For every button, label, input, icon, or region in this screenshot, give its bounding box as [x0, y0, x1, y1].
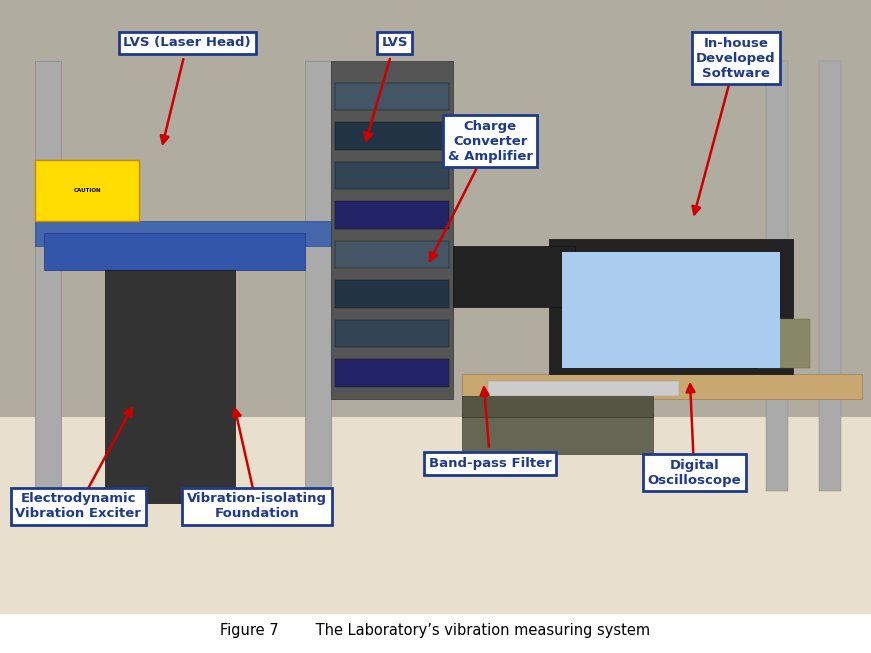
Bar — [0, 0, 871, 417]
Bar — [758, 319, 810, 368]
Text: LVS (Laser Head): LVS (Laser Head) — [124, 37, 251, 50]
Bar — [335, 162, 449, 189]
Bar — [766, 61, 788, 491]
Text: LVS: LVS — [381, 37, 408, 50]
Bar — [35, 61, 61, 503]
Bar — [462, 396, 653, 417]
Bar — [335, 319, 449, 347]
Text: Digital
Oscilloscope: Digital Oscilloscope — [647, 458, 741, 486]
Bar — [105, 270, 235, 503]
Bar — [488, 381, 679, 396]
Bar — [335, 280, 449, 308]
Bar — [453, 246, 575, 307]
Bar — [331, 61, 453, 399]
Text: CAUTION: CAUTION — [73, 188, 101, 193]
Text: Charge
Converter
& Amplifier: Charge Converter & Amplifier — [448, 119, 533, 163]
Bar — [335, 241, 449, 268]
Bar — [562, 251, 780, 368]
Bar — [335, 201, 449, 229]
Text: Figure 7        The Laboratory’s vibration measuring system: Figure 7 The Laboratory’s vibration meas… — [220, 623, 651, 637]
Bar — [462, 414, 653, 454]
Text: In-house
Developed
Software: In-house Developed Software — [696, 37, 776, 80]
Bar — [819, 61, 841, 491]
Bar — [335, 359, 449, 387]
Text: Band-pass Filter: Band-pass Filter — [429, 457, 551, 470]
Text: Vibration-isolating
Foundation: Vibration-isolating Foundation — [187, 492, 327, 520]
Bar — [462, 374, 862, 399]
Bar — [335, 83, 449, 110]
Bar — [35, 221, 335, 246]
Bar — [305, 61, 331, 503]
Bar — [549, 240, 793, 374]
Bar — [0, 417, 871, 614]
Bar — [35, 159, 139, 221]
Bar — [335, 122, 449, 150]
Bar — [44, 233, 305, 270]
Text: Electrodynamic
Vibration Exciter: Electrodynamic Vibration Exciter — [16, 492, 141, 520]
